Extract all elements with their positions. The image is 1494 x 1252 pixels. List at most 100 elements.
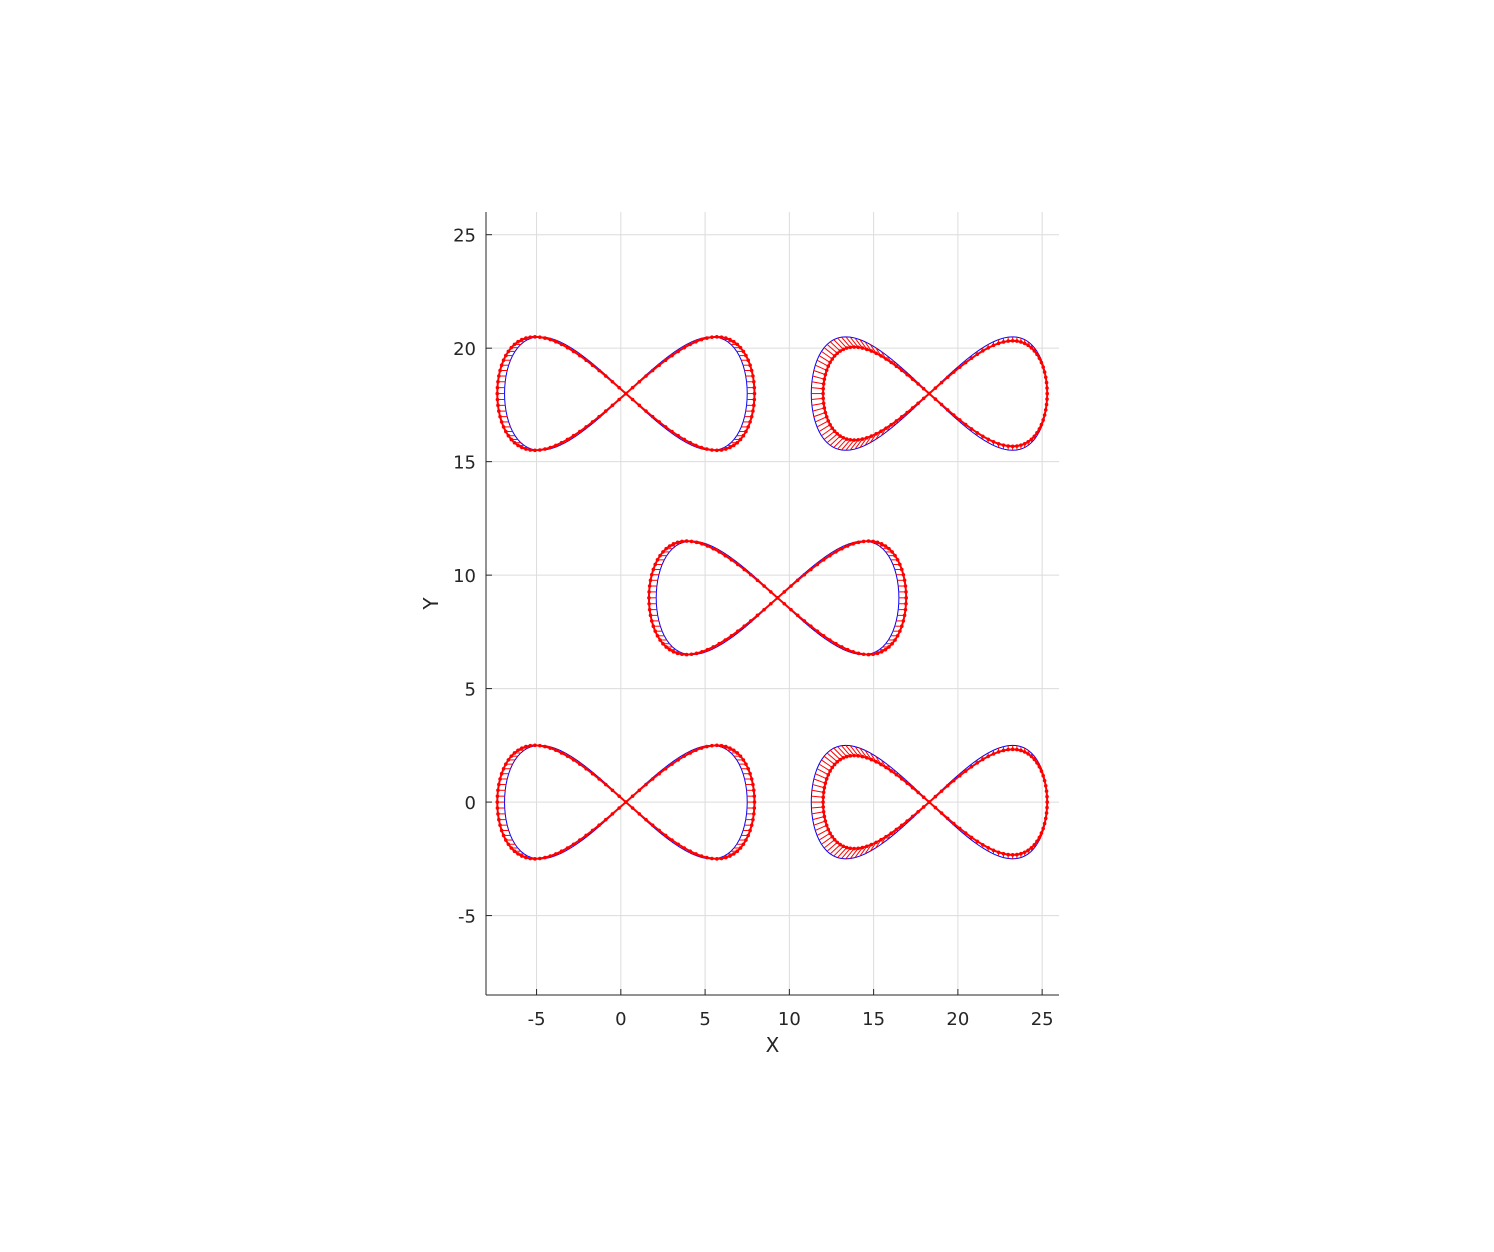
tracked-curve [647, 540, 908, 656]
y-tick-label: 10 [453, 566, 476, 587]
error-arrow [815, 416, 827, 423]
figure-eight-4 [495, 743, 757, 861]
error-arrow [833, 339, 844, 350]
error-arrow [829, 435, 841, 446]
error-arrow [829, 749, 841, 760]
error-arrow [812, 375, 825, 380]
error-arrow [813, 370, 826, 376]
error-arrow [821, 836, 833, 845]
error-arrow [811, 387, 824, 390]
error-arrow [812, 407, 825, 412]
error-arrow [811, 789, 824, 793]
error-arrow [837, 746, 848, 757]
error-arrow [818, 355, 831, 363]
y-tick-label: 20 [453, 339, 476, 360]
x-tick-label: 20 [946, 1009, 969, 1030]
error-arrow [837, 438, 848, 450]
tracked-curve [822, 748, 1049, 856]
error-arrow [813, 820, 826, 826]
figure-eight-5 [810, 744, 1049, 860]
axes-layer [485, 212, 1059, 996]
error-arrow [823, 430, 835, 440]
error-arrow [849, 336, 859, 348]
error-arrow [829, 844, 841, 855]
error-arrow [841, 745, 851, 757]
y-tick-label: -5 [458, 907, 476, 928]
error-arrow [815, 773, 827, 780]
error-arrow [816, 420, 829, 428]
x-tick-label: 5 [699, 1009, 710, 1030]
error-arrow [864, 749, 872, 760]
error-arrow [823, 755, 835, 765]
error-arrow [845, 439, 855, 451]
error-arrow [845, 336, 855, 348]
error-arrow [812, 815, 825, 821]
error-arrow [854, 337, 863, 349]
error-arrow [811, 811, 824, 815]
error-arrow [811, 397, 824, 400]
error-arrow [826, 752, 838, 763]
error-arrow [864, 844, 872, 855]
figure-eight-2 [810, 336, 1049, 451]
error-arrow [864, 435, 872, 446]
error-arrow [816, 828, 829, 836]
tracked-curve [822, 339, 1049, 448]
y-tick-label: 25 [453, 226, 476, 247]
error-arrow [818, 424, 831, 432]
ticks-layer: -5 0 5 10 15 20 25 -5 0 5 10 15 20 25 [453, 226, 1054, 1030]
series-layer [495, 335, 1049, 861]
error-arrow [837, 337, 848, 349]
error-arrow [854, 746, 863, 757]
error-arrow [826, 344, 838, 354]
error-arrow [812, 784, 825, 789]
error-arrow [854, 438, 863, 450]
x-tick-label: 10 [778, 1009, 801, 1030]
error-arrow [811, 795, 824, 798]
error-arrow [829, 341, 841, 352]
grid-layer [486, 212, 1059, 995]
error-arrow [818, 832, 831, 841]
error-arrow [823, 347, 835, 357]
error-arrow [815, 364, 827, 371]
error-arrow [849, 848, 859, 859]
error-arrow [821, 427, 833, 437]
x-tick-label: 0 [615, 1009, 626, 1030]
error-arrow [859, 437, 868, 448]
y-tick-label: 15 [453, 453, 476, 474]
error-arrow [823, 839, 835, 849]
error-arrow [833, 747, 844, 759]
x-tick-label: 25 [1031, 1009, 1054, 1030]
error-arrow [841, 848, 851, 859]
error-arrow [811, 806, 824, 809]
error-arrow [859, 747, 868, 759]
error-arrow [833, 437, 844, 448]
error-arrow [859, 846, 868, 857]
error-arrow [826, 842, 838, 852]
error-arrow [845, 848, 855, 860]
error-arrow [833, 845, 844, 857]
error-arrow [849, 745, 859, 757]
error-arrow [859, 339, 868, 350]
y-tick-label: 0 [465, 793, 476, 814]
error-arrow [813, 778, 826, 784]
figure-eight-3 [647, 539, 908, 657]
error-arrow [811, 381, 824, 385]
error-arrow [816, 768, 829, 776]
error-arrow [837, 847, 848, 858]
error-arrow [845, 745, 855, 756]
error-arrow [841, 439, 851, 451]
error-arrow [864, 341, 872, 352]
tracked-curve [496, 335, 756, 452]
error-arrow [816, 359, 829, 367]
y-tick-label: 5 [465, 680, 476, 701]
x-tick-label: -5 [528, 1009, 546, 1030]
error-arrow [813, 412, 826, 418]
x-axis-label: X [766, 1033, 780, 1057]
error-arrow [818, 763, 831, 772]
error-arrow [821, 350, 833, 360]
y-axis-label: Y [419, 597, 443, 611]
error-arrow [826, 433, 838, 444]
error-arrow [854, 847, 863, 858]
error-arrow [811, 402, 824, 406]
